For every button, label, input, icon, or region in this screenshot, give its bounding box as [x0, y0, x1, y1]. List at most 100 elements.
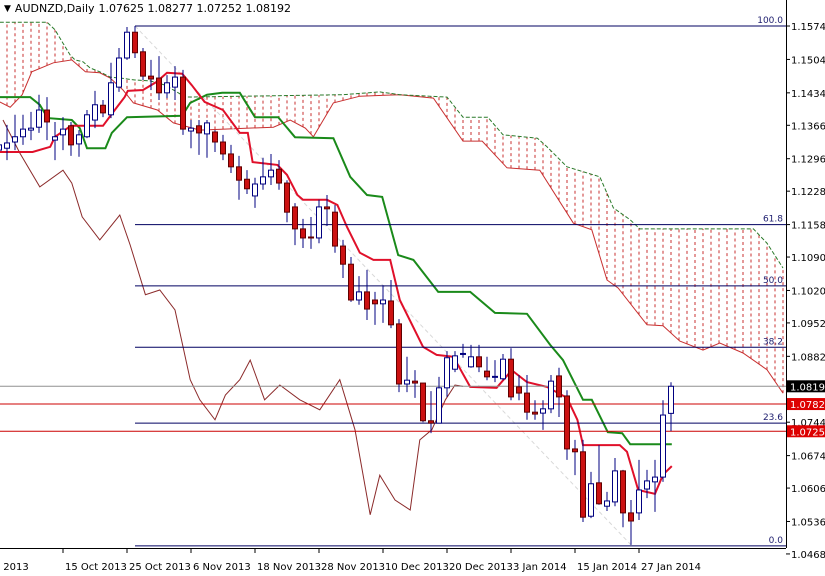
bear-candle-body: [324, 206, 330, 210]
bear-candle-body: [524, 392, 530, 413]
candle: [372, 291, 378, 325]
candle: [388, 279, 394, 329]
bull-candle-body: [124, 31, 130, 59]
triangle-down-icon[interactable]: ▼: [4, 3, 11, 14]
candle: [300, 218, 306, 248]
bull-candle-body: [4, 142, 10, 149]
bear-candle-body: [284, 182, 290, 213]
bull-candle-body: [36, 109, 42, 128]
bull-candle-body: [540, 408, 546, 414]
candle: [140, 47, 146, 80]
level-price-label: 1.07250: [790, 427, 825, 438]
candle: [212, 130, 218, 153]
bear-candle-body: [236, 166, 242, 181]
bear-candle-body: [532, 411, 538, 415]
candle: [628, 500, 634, 545]
bear-candle-body: [332, 211, 338, 247]
bull-candle-body: [452, 355, 458, 370]
fib-level-label: 61.8: [763, 215, 783, 225]
bear-candle-body: [476, 356, 482, 368]
chikou-span-line: [2, 119, 464, 515]
price-tick-label: 1.14340: [791, 89, 825, 100]
bear-candle-body: [620, 470, 626, 514]
bear-candle-body: [156, 77, 162, 94]
bull-candle-body: [652, 476, 658, 483]
candle: [420, 382, 426, 423]
bull-candle-body: [172, 76, 178, 88]
bull-candle-body: [492, 375, 498, 378]
bear-candle-body: [292, 206, 298, 230]
senkou-span-b-line: [0, 21, 784, 269]
candle: [492, 360, 498, 383]
bull-candle-body: [604, 500, 610, 507]
bull-candle-body: [268, 169, 274, 178]
candle: [516, 374, 522, 401]
price-tick-label: 1.15740: [791, 22, 825, 33]
bear-candle-body: [372, 299, 378, 305]
price-tick-label: 1.06060: [791, 484, 825, 495]
bear-candle-body: [412, 380, 418, 384]
bear-candle-body: [68, 125, 74, 146]
bear-candle-body: [516, 386, 522, 394]
candle: [180, 69, 186, 135]
level-price-label: 1.07820: [790, 400, 825, 411]
bear-candle-body: [228, 153, 234, 168]
bear-candle-body: [244, 178, 250, 190]
price-tick-label: 1.09520: [791, 319, 825, 330]
candle: [316, 199, 322, 244]
level-price-box: [787, 398, 825, 411]
price-tick-label: 1.05360: [791, 517, 825, 528]
bull-candle-body: [468, 356, 474, 368]
bear-candle-body: [148, 75, 154, 80]
candle: [396, 319, 402, 393]
bear-candle-body: [420, 382, 426, 422]
bear-candle-body: [628, 512, 634, 522]
bull-candle-body: [404, 379, 410, 385]
tenkan-sen-line: [0, 71, 673, 495]
candle: [84, 110, 90, 139]
candle: [252, 177, 258, 208]
bear-candle-body: [348, 263, 354, 301]
candle: [404, 356, 410, 393]
candle: [292, 203, 298, 246]
symbol-timeframe: AUDNZD,Daily: [14, 2, 95, 15]
bear-candle-body: [132, 31, 138, 54]
candle: [348, 257, 354, 302]
candle: [28, 111, 34, 141]
bull-candle-body: [660, 414, 666, 478]
current-price-label: 1.08192: [790, 382, 825, 393]
date-tick-label: 3 Oct 2013: [0, 562, 29, 573]
bull-candle-body: [164, 82, 170, 94]
bear-candle-body: [180, 76, 186, 130]
bull-candle-body: [500, 358, 506, 380]
candle: [596, 445, 602, 505]
candle: [540, 400, 546, 430]
bull-candle-body: [588, 483, 594, 517]
candle: [620, 469, 626, 528]
candle: [412, 370, 418, 398]
candle: [164, 75, 170, 99]
candle: [652, 459, 658, 512]
price-tick-label: 1.15040: [791, 55, 825, 66]
candle: [364, 269, 370, 321]
candle: [260, 157, 266, 190]
bear-candle-body: [428, 420, 434, 424]
candle: [4, 124, 10, 161]
candle: [76, 130, 82, 157]
candle: [44, 97, 50, 141]
bull-candle-body: [316, 206, 322, 239]
candle: [156, 56, 162, 100]
candle: [356, 276, 362, 305]
bull-candle-body: [116, 57, 122, 88]
bear-candle-body: [140, 51, 146, 77]
candle: [572, 439, 578, 476]
candle: [660, 400, 666, 482]
candle: [644, 469, 650, 499]
candle: [524, 374, 530, 420]
price-tick-label: 1.04680: [791, 550, 825, 561]
bull-candle-body: [252, 183, 258, 197]
bear-candle-body: [340, 245, 346, 265]
bull-candle-body: [460, 352, 466, 355]
bull-candle-body: [76, 134, 82, 145]
